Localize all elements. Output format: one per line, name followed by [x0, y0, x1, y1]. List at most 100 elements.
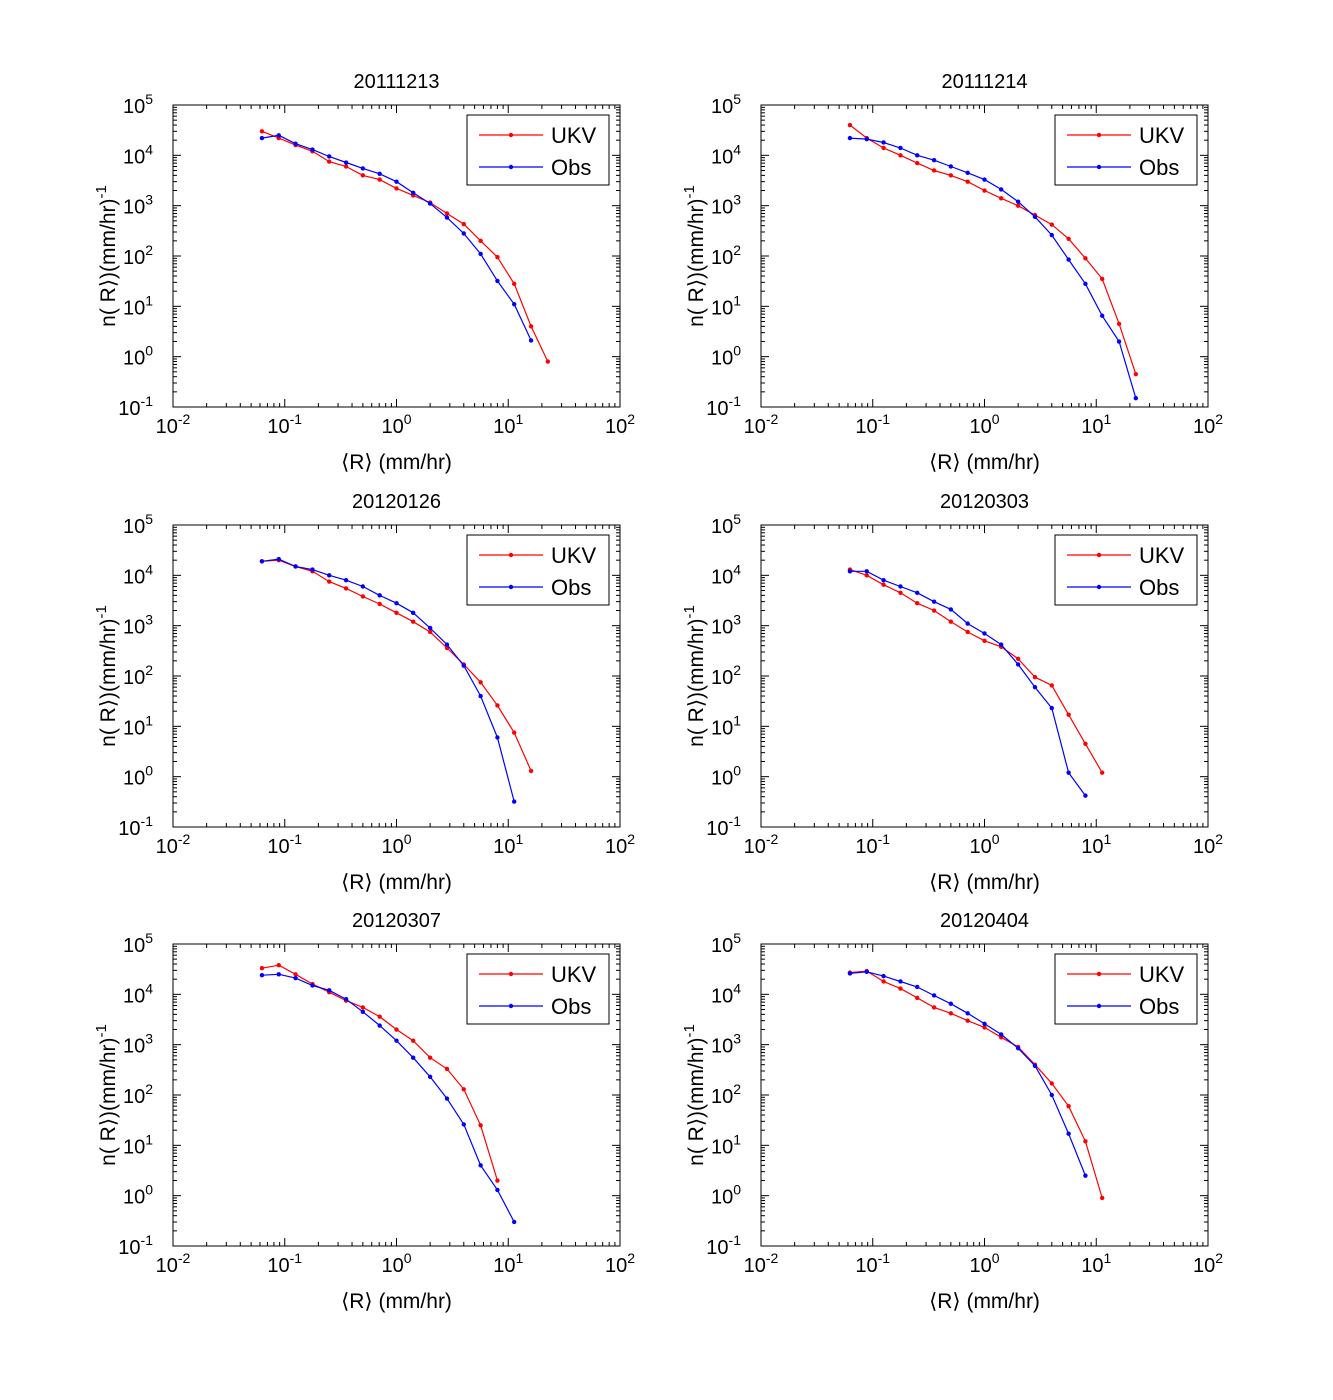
legend-label-ukv: UKV: [1139, 543, 1185, 568]
x-axis-label: ⟨R⟩ (mm/hr): [929, 871, 1040, 894]
data-point-obs: [864, 136, 869, 142]
data-point-obs: [1015, 199, 1021, 204]
y-tick-label: 101: [123, 1131, 153, 1158]
data-point-ukv: [1015, 656, 1021, 661]
x-tick-label: 10-2: [744, 1250, 779, 1277]
data-point-obs: [982, 177, 987, 182]
data-point-obs: [461, 1122, 466, 1127]
legend-marker-ukv: [508, 132, 514, 138]
data-point-obs: [1066, 257, 1071, 262]
legend-label-ukv: UKV: [1139, 962, 1185, 987]
data-point-obs: [259, 972, 265, 978]
data-point-ukv: [343, 586, 349, 591]
data-point-ukv: [931, 608, 937, 613]
data-point-ukv: [478, 1123, 483, 1128]
data-point-obs: [511, 302, 517, 307]
data-point-ukv: [1099, 770, 1105, 775]
data-point-obs: [410, 1055, 416, 1060]
legend-marker-ukv: [1096, 552, 1102, 558]
y-tick-label: 104: [711, 980, 741, 1007]
data-point-obs: [327, 988, 332, 993]
legend-box: [466, 114, 610, 186]
data-point-ukv: [495, 703, 500, 708]
series-line-obs: [261, 558, 515, 802]
data-point-obs: [293, 975, 298, 981]
data-point-obs: [998, 1032, 1004, 1037]
y-tick-label: 103: [123, 192, 153, 219]
legend-marker-ukv: [1096, 971, 1102, 977]
data-point-obs: [1015, 1046, 1021, 1051]
legend-label-obs: Obs: [1139, 994, 1179, 1019]
y-tick-label: 102: [711, 662, 741, 689]
data-point-obs: [948, 607, 954, 612]
x-tick-label: 10-2: [156, 1250, 191, 1277]
x-axis-label: ⟨R⟩ (mm/hr): [929, 1290, 1040, 1313]
x-tick-label: 100: [381, 411, 411, 438]
data-point-ukv: [1066, 1103, 1071, 1109]
data-point-obs: [444, 642, 450, 647]
data-point-ukv: [864, 573, 869, 578]
legend-label-obs: Obs: [1139, 575, 1179, 600]
y-tick-label: 105: [123, 91, 153, 118]
data-point-ukv: [931, 168, 937, 173]
data-point-obs: [293, 564, 298, 569]
data-point-obs: [394, 1038, 399, 1043]
x-axis-label: ⟨R⟩ (mm/hr): [341, 1290, 452, 1313]
chart-title: 20120307: [352, 910, 441, 932]
data-point-obs: [965, 170, 970, 175]
legend-label-obs: Obs: [551, 994, 591, 1019]
y-tick-label: 105: [711, 930, 741, 957]
data-point-ukv: [327, 579, 332, 584]
data-point-obs: [276, 972, 281, 977]
y-tick-label: 10-1: [706, 1232, 741, 1259]
y-tick-label: 101: [123, 712, 153, 739]
data-point-obs: [881, 973, 886, 979]
y-tick-label: 10-1: [118, 393, 153, 420]
data-point-ukv: [511, 730, 517, 735]
y-tick-label: 105: [711, 511, 741, 538]
data-point-ukv: [1116, 321, 1122, 326]
data-point-obs: [898, 584, 903, 589]
data-point-ukv: [410, 619, 416, 624]
data-point-obs: [1083, 793, 1088, 798]
data-point-obs: [931, 993, 937, 998]
data-point-ukv: [1083, 256, 1088, 261]
y-tick-label: 100: [711, 1182, 741, 1209]
data-point-obs: [1032, 1063, 1038, 1069]
data-point-obs: [343, 578, 349, 583]
series-obs: [259, 972, 517, 1225]
data-point-ukv: [915, 600, 920, 606]
data-point-obs: [864, 969, 869, 975]
data-point-obs: [427, 625, 433, 631]
y-tick-label: 100: [123, 1182, 153, 1209]
legend-box: [1054, 114, 1198, 186]
y-tick-label: 105: [123, 930, 153, 957]
data-point-obs: [495, 278, 500, 284]
y-tick-label: 103: [711, 612, 741, 639]
series-line-ukv: [849, 970, 1103, 1199]
data-point-ukv: [982, 188, 987, 193]
legend-label-obs: Obs: [551, 155, 591, 180]
data-point-obs: [427, 201, 433, 206]
y-tick-label: 101: [711, 292, 741, 319]
x-tick-label: 101: [493, 411, 523, 438]
data-point-obs: [998, 187, 1004, 192]
series-obs: [259, 556, 517, 804]
data-point-ukv: [881, 979, 886, 984]
y-tick-label: 10-1: [706, 393, 741, 420]
data-point-ukv: [881, 145, 886, 151]
x-tick-label: 100: [969, 411, 999, 438]
data-point-ukv: [915, 995, 920, 1001]
x-tick-label: 102: [605, 1250, 635, 1277]
x-tick-label: 102: [605, 411, 635, 438]
x-tick-label: 10-2: [744, 831, 779, 858]
data-point-obs: [915, 984, 920, 990]
data-point-ukv: [915, 160, 920, 166]
x-tick-label: 101: [493, 1250, 523, 1277]
data-point-obs: [1133, 395, 1139, 401]
data-point-obs: [377, 171, 382, 176]
data-point-obs: [1015, 662, 1021, 667]
y-tick-label: 104: [123, 980, 153, 1007]
data-point-ukv: [394, 1027, 399, 1032]
